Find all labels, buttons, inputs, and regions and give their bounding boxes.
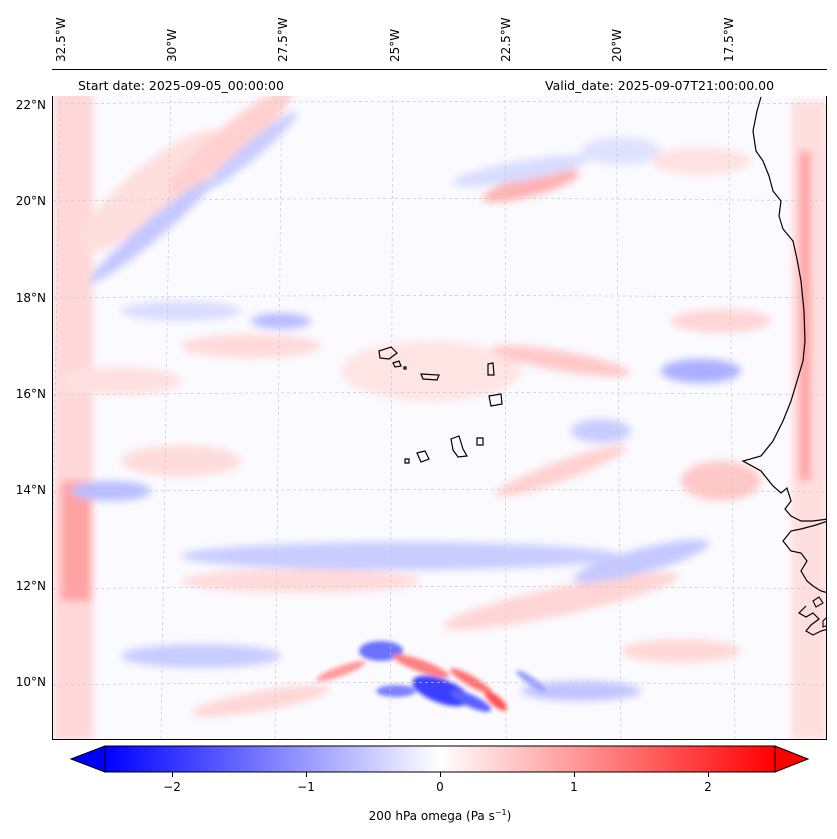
strong-features	[316, 641, 546, 712]
gridline-22-5w	[504, 70, 507, 739]
gridline-20w	[615, 70, 622, 739]
colorbar-tick-1: 1	[570, 780, 578, 794]
island-maio	[476, 437, 484, 446]
gridline-20n	[53, 198, 826, 202]
omega-field	[53, 70, 826, 739]
colorbar-label-end: )	[506, 809, 512, 823]
cape-verde-islands	[378, 346, 503, 464]
island-sal	[487, 362, 495, 376]
bijagos-islands	[812, 596, 826, 628]
gridline-16n	[53, 392, 826, 396]
colorbar-gradient	[104, 745, 776, 773]
gridline-25w	[389, 70, 394, 739]
lat-label-14n: 14°N	[15, 483, 46, 497]
lat-label-20n: 20°N	[15, 194, 46, 208]
island-sao-nicolau	[420, 373, 440, 381]
graticule	[53, 70, 826, 739]
gridline-14n	[53, 489, 826, 493]
island-santa-luzia	[403, 366, 407, 370]
colorbar-tick-2: 2	[704, 780, 712, 794]
colorbar-tickmark-neg1	[306, 772, 307, 777]
island-santo-antao	[378, 346, 398, 360]
map-panel	[52, 69, 827, 740]
gridline-10n	[53, 682, 826, 686]
gambia-senegal-coast	[782, 521, 826, 594]
colorbar-label-main: 200 hPa omega (Pa s	[368, 809, 495, 823]
gridline-22n	[53, 101, 826, 105]
lat-label-16n: 16°N	[15, 387, 46, 401]
africa-coastline	[741, 96, 826, 522]
island-brava	[404, 458, 410, 464]
lat-label-10n: 10°N	[15, 675, 46, 689]
lat-label-12n: 12°N	[15, 579, 46, 593]
gridline-17-5w	[727, 70, 736, 739]
lat-label-22n: 22°N	[15, 98, 46, 112]
broad-field-zones	[53, 70, 826, 739]
island-santiago	[450, 435, 468, 458]
colorbar-tick-neg2: −2	[163, 780, 181, 794]
start-date-text: Start date: 2025-09-05_00:00:00	[78, 78, 284, 93]
island-fogo	[416, 450, 430, 463]
header-band	[52, 70, 827, 96]
gridline-12n	[53, 586, 826, 590]
colorbar-tick-neg1: −1	[297, 780, 315, 794]
colorbar-label-superscript: −1	[494, 808, 507, 817]
colorbar-tickmark-1	[574, 772, 575, 777]
lat-label-18n: 18°N	[15, 291, 46, 305]
valid-date-text: Valid_date: 2025-09-07T21:00:00.00	[545, 78, 775, 93]
gridline-18n	[53, 295, 826, 299]
island-sao-vicente	[392, 360, 402, 368]
guinea-bissau-coast	[798, 605, 826, 636]
colorbar-tick-0: 0	[436, 780, 444, 794]
colorbar-label: 200 hPa omega (Pa s−1)	[0, 808, 837, 823]
gridline-27-5w	[274, 70, 283, 739]
colorbar-tickmark-neg2	[172, 772, 173, 777]
island-boa-vista	[488, 393, 503, 407]
colorbar-tickmark-0	[440, 772, 441, 777]
gridline-30w	[160, 70, 172, 739]
colorbar-extend-high	[774, 745, 810, 773]
colorbar-extend-low	[69, 745, 106, 773]
colorbar-tickmark-2	[708, 772, 709, 777]
